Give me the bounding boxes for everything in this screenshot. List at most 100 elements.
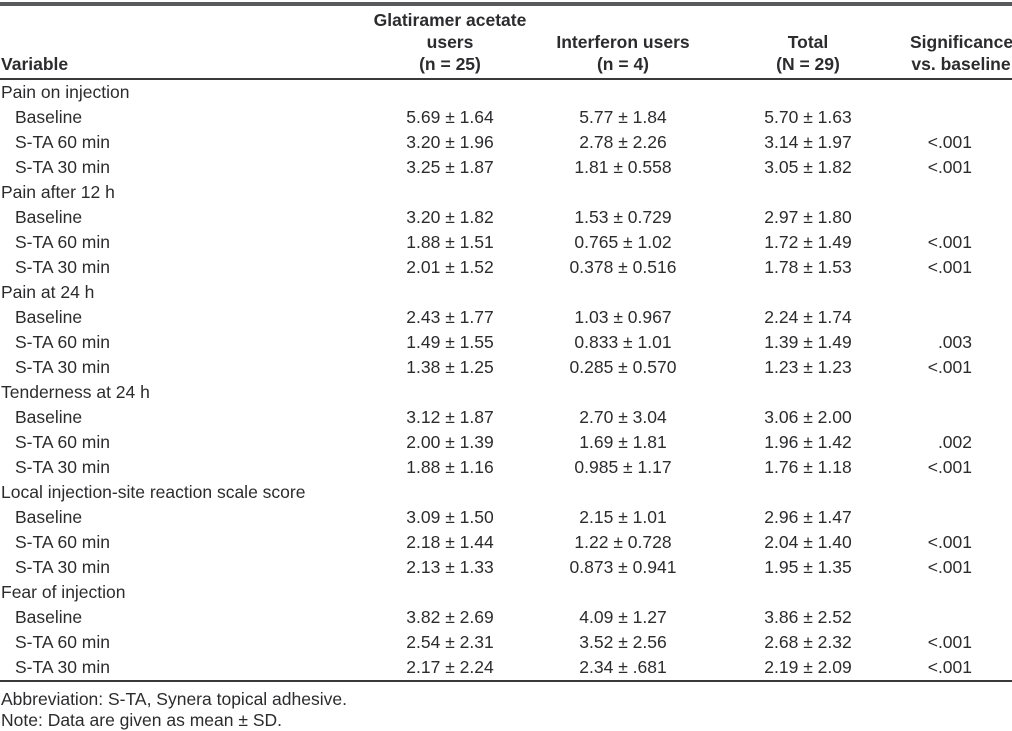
table-row: Baseline 5.69 ± 1.64 5.77 ± 1.84 5.70 ± 1.6…: [0, 105, 1012, 130]
cell-glatiramer-value: 2.01 ± 1.52: [406, 257, 494, 277]
cell-interferon-value: 2.15 ± 1.01: [579, 507, 667, 527]
cell-glatiramer-value: 3.20 ± 1.82: [406, 207, 494, 227]
cell-interferon-value: 1.81 ± 0.558: [574, 157, 672, 177]
column-header-total: Total (N = 29): [706, 4, 910, 80]
cell-glatiramer-value: 3.20 ± 1.96: [406, 132, 494, 152]
table-row: S-TA 60 min 3.20 ± 1.96 2.78 ± 2.26 3.14 ± …: [0, 130, 1012, 155]
cell-variable: S-TA 30 min: [0, 655, 360, 682]
cell-interferon-value: 2.78 ± 2.26: [579, 132, 667, 152]
cell-total-value: 1.76 ± 1.18: [764, 457, 852, 477]
table-row: Baseline 3.09 ± 1.50 2.15 ± 1.01 2.96 ± 1.4…: [0, 505, 1012, 530]
cell-total-value: 1.96 ± 1.42: [764, 432, 852, 452]
table-row: S-TA 30 min 1.88 ± 1.16 0.985 ± 1.17 1.76 ±…: [0, 455, 1012, 480]
cell-variable: S-TA 60 min: [15, 232, 110, 252]
table-row: Baseline 3.12 ± 1.87 2.70 ± 3.04 3.06 ± 2.0…: [0, 405, 1012, 430]
cell-total-value: 2.24 ± 1.74: [764, 307, 852, 327]
cell-total-value: 2.19 ± 2.09: [706, 655, 910, 682]
section-header-row: Fear of injection: [0, 580, 1012, 605]
cell-variable: Baseline: [15, 107, 83, 127]
cell-significance-value: <.001: [927, 632, 972, 652]
cell-glatiramer-value: 3.82 ± 2.69: [406, 607, 494, 627]
cell-total-value: 2.68 ± 2.32: [764, 632, 852, 652]
cell-significance-value: [910, 105, 1012, 130]
column-header-variable: Variable: [0, 4, 360, 80]
cell-significance-value: .002: [937, 432, 972, 452]
cell-variable: S-TA 30 min: [15, 557, 110, 577]
cell-variable: Baseline: [15, 307, 83, 327]
cell-significance-value: [910, 405, 1012, 430]
section-header-row: Local injection-site reaction scale scor…: [0, 480, 1012, 505]
cell-significance-value: <.001: [927, 457, 972, 477]
cell-variable: S-TA 60 min: [15, 432, 110, 452]
cell-significance-value: <.001: [927, 157, 972, 177]
table-row: Baseline 3.82 ± 2.69 4.09 ± 1.27 3.86 ± 2.5…: [0, 605, 1012, 630]
cell-glatiramer-value: 1.88 ± 1.51: [406, 232, 494, 252]
table-row: S-TA 60 min 1.49 ± 1.55 0.833 ± 1.01 1.39 ±…: [0, 330, 1012, 355]
column-header-significance: Significance vs. baseline: [910, 4, 1012, 80]
section-title: Pain on injection: [1, 82, 130, 102]
cell-variable: S-TA 60 min: [15, 532, 110, 552]
cell-significance-value: [910, 305, 1012, 330]
footnote-abbreviation: Abbreviation: S-TA, Synera topical adhes…: [1, 689, 347, 709]
cell-variable: Baseline: [15, 407, 83, 427]
cell-interferon-value: 5.77 ± 1.84: [579, 107, 667, 127]
cell-glatiramer-value: 3.25 ± 1.87: [406, 157, 494, 177]
table-header-row: Variable Glatiramer acetate users (n = 2…: [0, 4, 1012, 80]
cell-glatiramer-value: 1.38 ± 1.25: [406, 357, 494, 377]
cell-significance-value: .003: [937, 332, 972, 352]
cell-variable: S-TA 30 min: [15, 357, 110, 377]
table-row: S-TA 30 min 1.38 ± 1.25 0.285 ± 0.570 1.23 …: [0, 355, 1012, 380]
cell-significance-value: <.001: [927, 532, 972, 552]
cell-variable: Baseline: [15, 607, 83, 627]
cell-glatiramer-value: 2.18 ± 1.44: [406, 532, 494, 552]
cell-total-value: 5.70 ± 1.63: [764, 107, 852, 127]
section-title: Tenderness at 24 h: [1, 382, 150, 402]
column-header-glatiramer-users: Glatiramer acetate users (n = 25): [360, 4, 540, 80]
statistics-table: Variable Glatiramer acetate users (n = 2…: [0, 2, 1012, 682]
cell-glatiramer-value: 3.12 ± 1.87: [406, 407, 494, 427]
table-row: Baseline 2.43 ± 1.77 1.03 ± 0.967 2.24 ± 1.…: [0, 305, 1012, 330]
cell-total-value: 1.23 ± 1.23: [764, 357, 852, 377]
cell-interferon-value: 0.873 ± 0.941: [569, 557, 677, 577]
cell-interferon-value: 1.69 ± 1.81: [579, 432, 667, 452]
table-row: S-TA 60 min 2.18 ± 1.44 1.22 ± 0.728 2.04 ±…: [0, 530, 1012, 555]
cell-interferon-value: 3.52 ± 2.56: [579, 632, 667, 652]
cell-interferon-value: 0.285 ± 0.570: [569, 357, 677, 377]
cell-significance-value: <.001: [927, 232, 972, 252]
table-row: S-TA 30 min 2.13 ± 1.33 0.873 ± 0.941 1.95 …: [0, 555, 1012, 580]
cell-total-value: 1.72 ± 1.49: [764, 232, 852, 252]
cell-variable: Baseline: [15, 207, 83, 227]
cell-glatiramer-value: 1.88 ± 1.16: [406, 457, 494, 477]
cell-total-value: 3.05 ± 1.82: [764, 157, 852, 177]
cell-significance-value: <.001: [927, 357, 972, 377]
table-row: S-TA 60 min 2.54 ± 2.31 3.52 ± 2.56 2.68 ± …: [0, 630, 1012, 655]
cell-interferon-value: 4.09 ± 1.27: [579, 607, 667, 627]
cell-variable: S-TA 60 min: [15, 632, 110, 652]
cell-total-value: 2.97 ± 1.80: [764, 207, 852, 227]
cell-total-value: 3.06 ± 2.00: [764, 407, 852, 427]
cell-significance-value: [910, 205, 1012, 230]
cell-total-value: 2.96 ± 1.47: [764, 507, 852, 527]
cell-variable: S-TA 60 min: [15, 132, 110, 152]
section-header-row: Pain at 24 h: [0, 280, 1012, 305]
cell-total-value: 1.39 ± 1.49: [764, 332, 852, 352]
cell-interferon-value: 2.34 ± .681: [540, 655, 706, 682]
cell-glatiramer-value: 2.54 ± 2.31: [406, 632, 494, 652]
section-header-row: Tenderness at 24 h: [0, 380, 1012, 405]
section-title: Fear of injection: [1, 582, 126, 602]
table-footnotes: Abbreviation: S-TA, Synera topical adhes…: [0, 682, 1012, 731]
table-row: S-TA 30 min 3.25 ± 1.87 1.81 ± 0.558 3.05 ±…: [0, 155, 1012, 180]
cell-interferon-value: 0.378 ± 0.516: [569, 257, 677, 277]
table-row: S-TA 30 min 2.17 ± 2.24 2.34 ± .681 2.19 ± …: [0, 655, 1012, 682]
cell-total-value: 1.95 ± 1.35: [764, 557, 852, 577]
cell-significance-value: <.001: [927, 257, 972, 277]
cell-glatiramer-value: 2.00 ± 1.39: [406, 432, 494, 452]
column-header-interferon-users: Interferon users (n = 4): [540, 4, 706, 80]
cell-interferon-value: 0.985 ± 1.17: [574, 457, 672, 477]
footnote-note: Note: Data are given as mean ± SD.: [1, 710, 282, 730]
cell-total-value: 3.86 ± 2.52: [764, 607, 852, 627]
cell-total-value: 1.78 ± 1.53: [764, 257, 852, 277]
cell-significance-value: [910, 505, 1012, 530]
cell-variable: S-TA 60 min: [15, 332, 110, 352]
